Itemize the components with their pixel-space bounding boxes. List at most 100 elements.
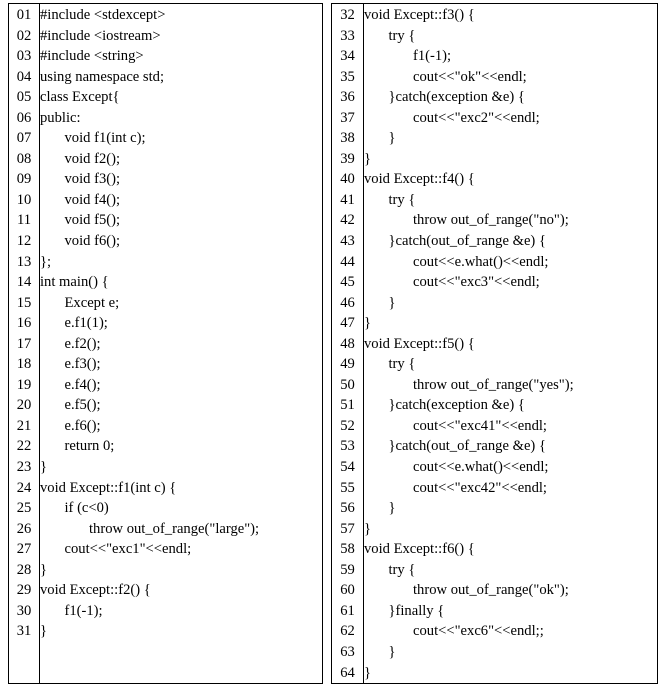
line-number: 22 <box>16 438 32 455</box>
code-line: } <box>40 623 48 640</box>
code-line: } <box>388 643 396 660</box>
code-line: throw out_of_range("yes"); <box>413 376 574 393</box>
line-number: 58 <box>340 541 355 558</box>
code-line: } <box>364 664 372 681</box>
line-number: 09 <box>16 171 32 188</box>
line-number: 42 <box>340 212 355 229</box>
code-line: void Except::f3() { <box>364 7 475 23</box>
code-line: void Except::f2() { <box>40 582 151 599</box>
line-number: 24 <box>16 479 32 496</box>
line-number: 39 <box>340 150 355 167</box>
code-line: }catch(out_of_range &e) { <box>388 438 546 455</box>
line-number: 13 <box>16 253 32 270</box>
code-line: void f4(); <box>64 191 121 208</box>
line-number: 18 <box>16 356 32 373</box>
code-line: }catch(exception &e) { <box>388 397 525 414</box>
line-number: 36 <box>340 89 355 106</box>
code-line: void Except::f1(int c) { <box>40 479 177 496</box>
line-number-blank <box>9 663 39 684</box>
code-line-blank <box>40 663 322 684</box>
line-number: 07 <box>16 130 32 147</box>
line-number: 41 <box>340 191 355 208</box>
code-line: cout<<e.what()<<endl; <box>413 253 549 270</box>
line-number: 57 <box>340 520 355 537</box>
code-line: void f5(); <box>64 212 121 229</box>
line-number: 63 <box>340 643 355 660</box>
code-line: cout<<"exc3"<<endl; <box>413 274 540 291</box>
code-line: int main() { <box>40 274 109 291</box>
code-line: cout<<"ok"<<endl; <box>413 68 527 85</box>
code-line: }catch(out_of_range &e) { <box>388 233 546 250</box>
line-number: 35 <box>340 68 355 85</box>
line-number: 28 <box>16 561 32 578</box>
code-line: } <box>364 315 372 332</box>
code-line: void Except::f5() { <box>364 335 475 352</box>
line-number: 48 <box>340 335 355 352</box>
line-number: 51 <box>340 397 355 414</box>
code-line: cout<<"exc2"<<endl; <box>413 109 540 126</box>
code-line: e.f4(); <box>64 376 101 393</box>
code-column-right: void Except::f3() {try {f1(-1); cout<<"ok… <box>364 4 658 684</box>
code-column-left: #include <stdexcept> #include <iostream> #… <box>40 4 323 684</box>
code-line: cout<<"exc6"<<endl;; <box>413 623 544 640</box>
code-line: void f2(); <box>64 150 121 167</box>
line-number: 62 <box>340 623 355 640</box>
code-line: e.f5(); <box>64 397 101 414</box>
line-number: 53 <box>340 438 355 455</box>
line-number: 08 <box>16 150 32 167</box>
line-number: 27 <box>16 541 32 558</box>
code-line: try { <box>388 191 416 208</box>
line-number: 47 <box>340 315 355 332</box>
line-number: 60 <box>340 582 355 599</box>
line-number: 21 <box>16 417 32 434</box>
code-line-blank <box>40 642 322 663</box>
code-line: try { <box>388 561 416 578</box>
code-line: } <box>364 520 372 537</box>
code-table-right: 32 33 34 35 36 37 38 39 40 41 42 43 44 45 46 47 48 49 50 51… <box>331 3 658 684</box>
line-number: 44 <box>340 253 355 270</box>
code-line: if (c<0) <box>64 500 109 517</box>
line-number: 37 <box>340 109 355 126</box>
code-line: void f3(); <box>64 171 121 188</box>
line-number: 17 <box>16 335 32 352</box>
line-number: 10 <box>16 191 32 208</box>
line-number: 30 <box>16 602 32 619</box>
line-number: 50 <box>340 376 355 393</box>
code-line: e.f2(); <box>64 335 101 352</box>
code-line: cout<<"exc42"<<endl; <box>413 479 547 496</box>
line-number: 12 <box>16 233 32 250</box>
line-number: 26 <box>16 520 32 537</box>
code-line: e.f6(); <box>64 417 101 434</box>
code-line: void f1(int c); <box>64 130 146 147</box>
line-number: 59 <box>340 561 355 578</box>
line-number-blank <box>9 642 39 663</box>
code-line: throw out_of_range("ok"); <box>413 582 569 599</box>
line-number: 25 <box>16 500 32 517</box>
code-line: Except e; <box>64 294 120 311</box>
line-number: 29 <box>16 582 32 599</box>
code-line: } <box>388 130 396 147</box>
line-number: 38 <box>340 130 355 147</box>
line-number: 32 <box>340 7 355 23</box>
line-number: 64 <box>340 664 355 681</box>
line-number: 45 <box>340 274 355 291</box>
line-number: 54 <box>340 459 355 476</box>
line-number: 23 <box>16 459 32 476</box>
code-line: cout<<"exc41"<<endl; <box>413 417 547 434</box>
code-line: class Except{ <box>40 89 120 106</box>
line-number: 20 <box>16 397 32 414</box>
code-line: using namespace std; <box>40 68 165 85</box>
code-line: try { <box>388 27 416 44</box>
code-line: }finally { <box>388 602 445 619</box>
line-number: 19 <box>16 376 32 393</box>
line-number-gutter-left: 01 02 03 04 05 06 07 08 09 10 11 12 13 14 15 16 17 18 19 20… <box>8 3 40 684</box>
code-table-left: 01 02 03 04 05 06 07 08 09 10 11 12 13 14 15 16 17 18 19 20… <box>8 3 323 684</box>
code-line: throw out_of_range("large"); <box>89 520 260 537</box>
code-line: void Except::f6() { <box>364 541 475 558</box>
line-number: 34 <box>340 48 355 65</box>
code-line: throw out_of_range("no"); <box>413 212 569 229</box>
code-line: }catch(exception &e) { <box>388 89 525 106</box>
line-number: 49 <box>340 356 355 373</box>
line-number: 56 <box>340 500 355 517</box>
